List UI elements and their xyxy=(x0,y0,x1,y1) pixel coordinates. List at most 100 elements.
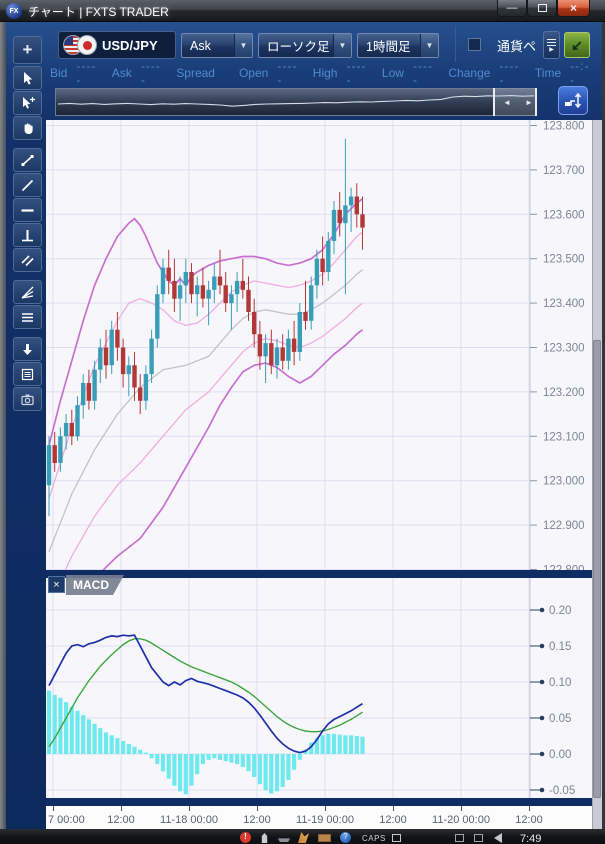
toolbox-tray-icon[interactable] xyxy=(318,834,331,842)
zoom-range-button[interactable] xyxy=(558,86,588,115)
quote-value: ----- xyxy=(76,59,97,87)
trendline-icon xyxy=(21,154,34,166)
tools-tray-icon[interactable] xyxy=(298,832,309,843)
chart-background xyxy=(46,120,592,829)
svg-text:123.100: 123.100 xyxy=(543,431,585,443)
toolbar-divider xyxy=(455,26,456,62)
overview-minichart[interactable] xyxy=(55,88,537,116)
expand-arrow-icon: ▶ xyxy=(549,46,554,53)
list-icon xyxy=(547,38,556,40)
vertical-line-tool-button[interactable] xyxy=(13,223,42,247)
svg-text:0.20: 0.20 xyxy=(549,605,571,617)
window-restore-icon[interactable] xyxy=(392,834,401,842)
vertical-line-icon xyxy=(22,229,33,241)
scroll-right-button[interactable]: ► xyxy=(525,97,533,107)
time-axis-tick xyxy=(461,806,462,811)
horizontal-line-icon xyxy=(21,208,34,212)
macd-close-button[interactable]: × xyxy=(48,576,65,593)
timeframe-dropdown[interactable]: 1時間足 ▼ xyxy=(357,33,439,58)
quote-label: Time xyxy=(534,66,562,80)
quote-value: ----- xyxy=(277,59,298,87)
svg-text:123.200: 123.200 xyxy=(543,387,585,399)
overview-sparkline xyxy=(57,95,535,107)
pan-tool-button[interactable] xyxy=(13,116,42,140)
vertical-scrollbar-thumb[interactable] xyxy=(593,340,601,798)
panel-separator[interactable] xyxy=(46,570,592,578)
minimize-icon: — xyxy=(506,2,518,14)
macd-panel-canvas[interactable]: 0.20 0.15 0.10 0.05 0.00 -0.05 xyxy=(46,578,592,798)
quote-label: Change xyxy=(448,66,491,80)
diagonal-line-icon xyxy=(21,179,34,191)
timeframe-value: 1時間足 xyxy=(366,40,411,54)
pointer-move-tool-button[interactable] xyxy=(13,91,42,115)
minimize-button[interactable]: — xyxy=(497,0,527,17)
pair-list-button[interactable]: ▶ xyxy=(543,31,560,59)
alert-tray-icon[interactable]: ! xyxy=(240,832,251,843)
person-tray-icon[interactable] xyxy=(261,833,268,843)
fan-lines-icon xyxy=(21,286,34,299)
time-axis-tick xyxy=(121,806,122,811)
fibonacci-lines-icon xyxy=(22,312,33,322)
quote-label: Bid xyxy=(50,66,68,80)
parallel-lines-tool-button[interactable] xyxy=(13,248,42,272)
quote-value: ----- xyxy=(499,59,520,87)
line-tool-button[interactable] xyxy=(13,173,42,197)
window-frame-left xyxy=(0,22,6,829)
add-chart-button[interactable]: + xyxy=(13,36,42,64)
time-axis-label: 11-18 00:00 xyxy=(160,814,218,826)
chart-type-value: ローソク足 xyxy=(267,40,330,54)
svg-text:123.600: 123.600 xyxy=(543,209,585,221)
svg-text:0.10: 0.10 xyxy=(549,677,571,689)
chevron-down-icon: ▼ xyxy=(420,34,438,57)
quote-label: Open xyxy=(238,66,269,80)
camera-icon xyxy=(21,394,34,405)
download-tool-button[interactable] xyxy=(13,337,42,361)
quote-label: High xyxy=(312,66,338,80)
ship-tray-icon[interactable] xyxy=(278,838,290,842)
tray-icon[interactable] xyxy=(455,834,464,842)
svg-text:123.000: 123.000 xyxy=(543,476,585,488)
chevron-down-icon: ▼ xyxy=(234,34,252,57)
chart-type-dropdown[interactable]: ローソク足 ▼ xyxy=(258,33,352,58)
time-axis-label: 12:00 xyxy=(107,814,135,826)
fan-lines-tool-button[interactable] xyxy=(13,280,42,304)
macd-panel-tab[interactable]: MACD xyxy=(66,575,124,595)
trendline-tool-button[interactable] xyxy=(13,148,42,172)
time-axis-label: 11-19 00:00 xyxy=(296,814,354,826)
time-axis-label: 12:00 xyxy=(379,814,407,826)
title-bar[interactable]: FX チャート | FXTS TRADER — × xyxy=(0,0,605,22)
window-frame-right xyxy=(602,22,605,829)
dock-chart-button[interactable]: ↙ xyxy=(564,32,590,58)
arrow-down-icon xyxy=(23,343,32,355)
close-button[interactable]: × xyxy=(557,0,590,17)
time-axis-tick xyxy=(325,806,326,811)
japan-flag-icon xyxy=(77,35,97,55)
fibonacci-tool-button[interactable] xyxy=(13,305,42,329)
currency-pair-checkbox[interactable] xyxy=(468,38,481,51)
time-axis-label: 7 00:00 xyxy=(48,814,85,826)
quote-label: Spread xyxy=(176,66,215,80)
pointer-tool-button[interactable] xyxy=(13,66,42,90)
maximize-icon xyxy=(537,4,547,12)
system-taskbar[interactable]: ! ? CAPS 7:49 xyxy=(0,829,605,844)
quote-bar: Bid ----- Ask ----- Spread Open ----- High -… xyxy=(50,59,605,87)
currency-pair-label: 通貨ペ xyxy=(497,39,537,54)
scroll-left-button[interactable]: ◄ xyxy=(503,97,511,107)
caps-lock-indicator: CAPS xyxy=(362,834,386,843)
note-tool-button[interactable] xyxy=(13,362,42,386)
overview-selection-window[interactable] xyxy=(493,88,537,116)
horizontal-line-tool-button[interactable] xyxy=(13,198,42,222)
time-axis-tick xyxy=(189,806,190,811)
help-tray-icon[interactable]: ? xyxy=(340,832,351,843)
app-logo-icon: FX xyxy=(6,3,22,19)
main-chart-canvas[interactable]: 123.800 123.700 123.600 123.500 123.400 123.3… xyxy=(46,120,592,572)
snapshot-tool-button[interactable] xyxy=(13,387,42,411)
time-axis-label: 11-20 00:00 xyxy=(432,814,490,826)
macd-label: MACD xyxy=(73,578,109,592)
volume-tray-icon[interactable] xyxy=(494,833,502,843)
maximize-button[interactable] xyxy=(527,0,557,17)
price-type-dropdown[interactable]: Ask ▼ xyxy=(181,33,253,58)
instrument-selector[interactable]: USD/JPY xyxy=(58,31,176,59)
tray-icon[interactable] xyxy=(474,834,483,842)
